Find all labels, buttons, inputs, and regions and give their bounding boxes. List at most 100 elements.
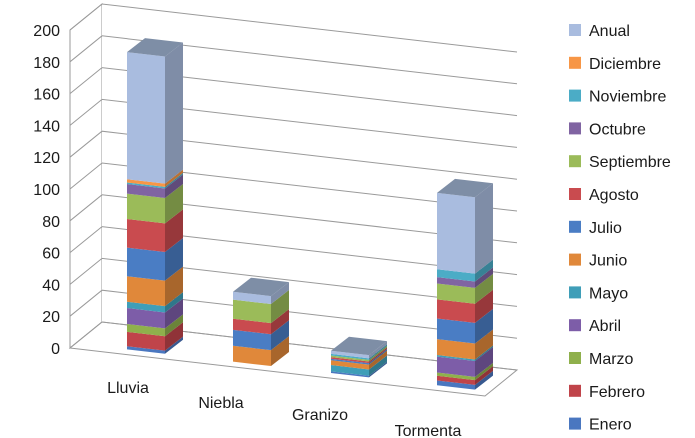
category-label: Tormenta bbox=[395, 423, 462, 438]
bar-segment-front bbox=[331, 360, 369, 370]
bar-segment-side bbox=[165, 169, 183, 187]
bar-segment bbox=[127, 292, 183, 313]
bar-segment bbox=[127, 183, 183, 224]
bar-segment-side bbox=[165, 292, 183, 313]
legend-swatch bbox=[569, 352, 581, 364]
legend-label: Julio bbox=[589, 220, 622, 237]
bar-segment bbox=[331, 349, 387, 365]
bar-segment-side bbox=[165, 238, 183, 281]
bar-segment bbox=[437, 273, 493, 304]
bar-segment-side bbox=[165, 266, 183, 307]
bar-segment-front bbox=[127, 346, 165, 354]
legend-swatch bbox=[569, 253, 581, 266]
bar-segment-front bbox=[437, 339, 475, 360]
bar-segment-front bbox=[233, 291, 271, 305]
bar-segment-front bbox=[437, 283, 475, 304]
legend-item: Octubre bbox=[569, 121, 646, 138]
bar-segment-front bbox=[127, 323, 165, 337]
legend-label: Abril bbox=[589, 318, 621, 335]
legend-swatch bbox=[569, 56, 581, 69]
bar-segment-front bbox=[127, 219, 165, 253]
bar-segment bbox=[233, 336, 289, 367]
gridline bbox=[69, 162, 518, 212]
legend-label: Noviembre bbox=[589, 89, 666, 106]
bar-segment-side bbox=[369, 350, 387, 370]
bar-segment-side bbox=[165, 336, 183, 354]
gridline bbox=[69, 35, 518, 85]
bar-segment-front bbox=[127, 276, 165, 307]
bar-segment-side bbox=[165, 42, 183, 184]
bar-segment-side bbox=[475, 273, 493, 304]
bar-segment-front bbox=[331, 365, 369, 376]
legend-label: Anual bbox=[589, 23, 630, 40]
legend-label: Septiembre bbox=[589, 154, 671, 171]
bar-segment bbox=[331, 344, 387, 360]
bar-segment-front bbox=[233, 318, 271, 335]
y-tick-label: 20 bbox=[42, 309, 60, 326]
bar-segment bbox=[437, 347, 493, 377]
legend-swatch bbox=[569, 286, 581, 299]
category-label: Lluvia bbox=[107, 380, 149, 397]
bar-segment-front bbox=[233, 345, 271, 367]
legend-item: Septiembre bbox=[569, 154, 671, 171]
bar-segment-side bbox=[369, 344, 387, 360]
bar-segment bbox=[127, 174, 183, 198]
bar-stack-niebla bbox=[233, 277, 289, 367]
x-axis-categories: Lluvia Niebla Granizo Tormenta bbox=[107, 380, 461, 438]
bar-segment-front bbox=[437, 277, 475, 288]
legend: Anual Diciembre Noviembre Octubre Septiembre… bbox=[569, 23, 671, 434]
bar-segment bbox=[127, 336, 183, 354]
bar-segment bbox=[233, 290, 289, 324]
bar-segment bbox=[233, 282, 289, 305]
y-tick-label: 80 bbox=[42, 214, 60, 231]
bar-segment bbox=[437, 259, 493, 282]
y-tick-label: 0 bbox=[51, 341, 60, 358]
bar-segment-front bbox=[233, 299, 271, 324]
bar-segment-front bbox=[127, 301, 165, 313]
bar-segment bbox=[127, 209, 183, 253]
bar-segment-side bbox=[165, 298, 183, 329]
bar-segment-front bbox=[437, 269, 475, 282]
bar-segment bbox=[127, 238, 183, 281]
bar-segment-side bbox=[369, 341, 387, 359]
gridline bbox=[69, 289, 518, 339]
legend-item: Agosto bbox=[569, 187, 639, 204]
legend-swatch bbox=[569, 220, 581, 233]
y-tick-label: 40 bbox=[42, 277, 60, 294]
bar-segment-front bbox=[127, 182, 165, 189]
bar-segment-side bbox=[369, 345, 387, 362]
y-tick-label: 100 bbox=[33, 182, 60, 199]
bar-stack-lluvia bbox=[127, 38, 183, 354]
legend-label: Agosto bbox=[589, 187, 639, 204]
bar-segment-side bbox=[271, 309, 289, 335]
bar-stack-granizo bbox=[331, 336, 387, 378]
bar-segment bbox=[437, 183, 493, 274]
bar-segment-front bbox=[331, 350, 369, 359]
bar-segment bbox=[331, 347, 387, 364]
gridline bbox=[69, 3, 518, 53]
bar-segment-side bbox=[271, 336, 289, 367]
bar-segment-front bbox=[437, 299, 475, 323]
legend-label: Mayo bbox=[589, 285, 628, 302]
gridline bbox=[69, 226, 518, 276]
y-tick-label: 180 bbox=[33, 55, 60, 72]
legend-swatch bbox=[569, 24, 581, 36]
bar-segment-front bbox=[437, 356, 475, 377]
y-tick-label: 140 bbox=[33, 118, 60, 135]
bar-segment-side bbox=[475, 329, 493, 360]
bar-segment bbox=[233, 320, 289, 351]
category-label: Granizo bbox=[292, 407, 348, 424]
bar-segment bbox=[127, 314, 183, 337]
gridline bbox=[69, 194, 518, 244]
legend-swatch bbox=[569, 188, 581, 200]
bar-segment-front bbox=[127, 52, 165, 184]
legend-swatch bbox=[569, 122, 581, 135]
bar-segment-side bbox=[475, 259, 493, 282]
bar-segment bbox=[437, 366, 493, 385]
bar-segment bbox=[127, 169, 183, 187]
y-tick-label: 120 bbox=[33, 150, 60, 167]
bar-top-cap bbox=[331, 336, 387, 356]
legend-item: Marzo bbox=[569, 351, 634, 368]
bar-segment-front bbox=[437, 375, 475, 385]
